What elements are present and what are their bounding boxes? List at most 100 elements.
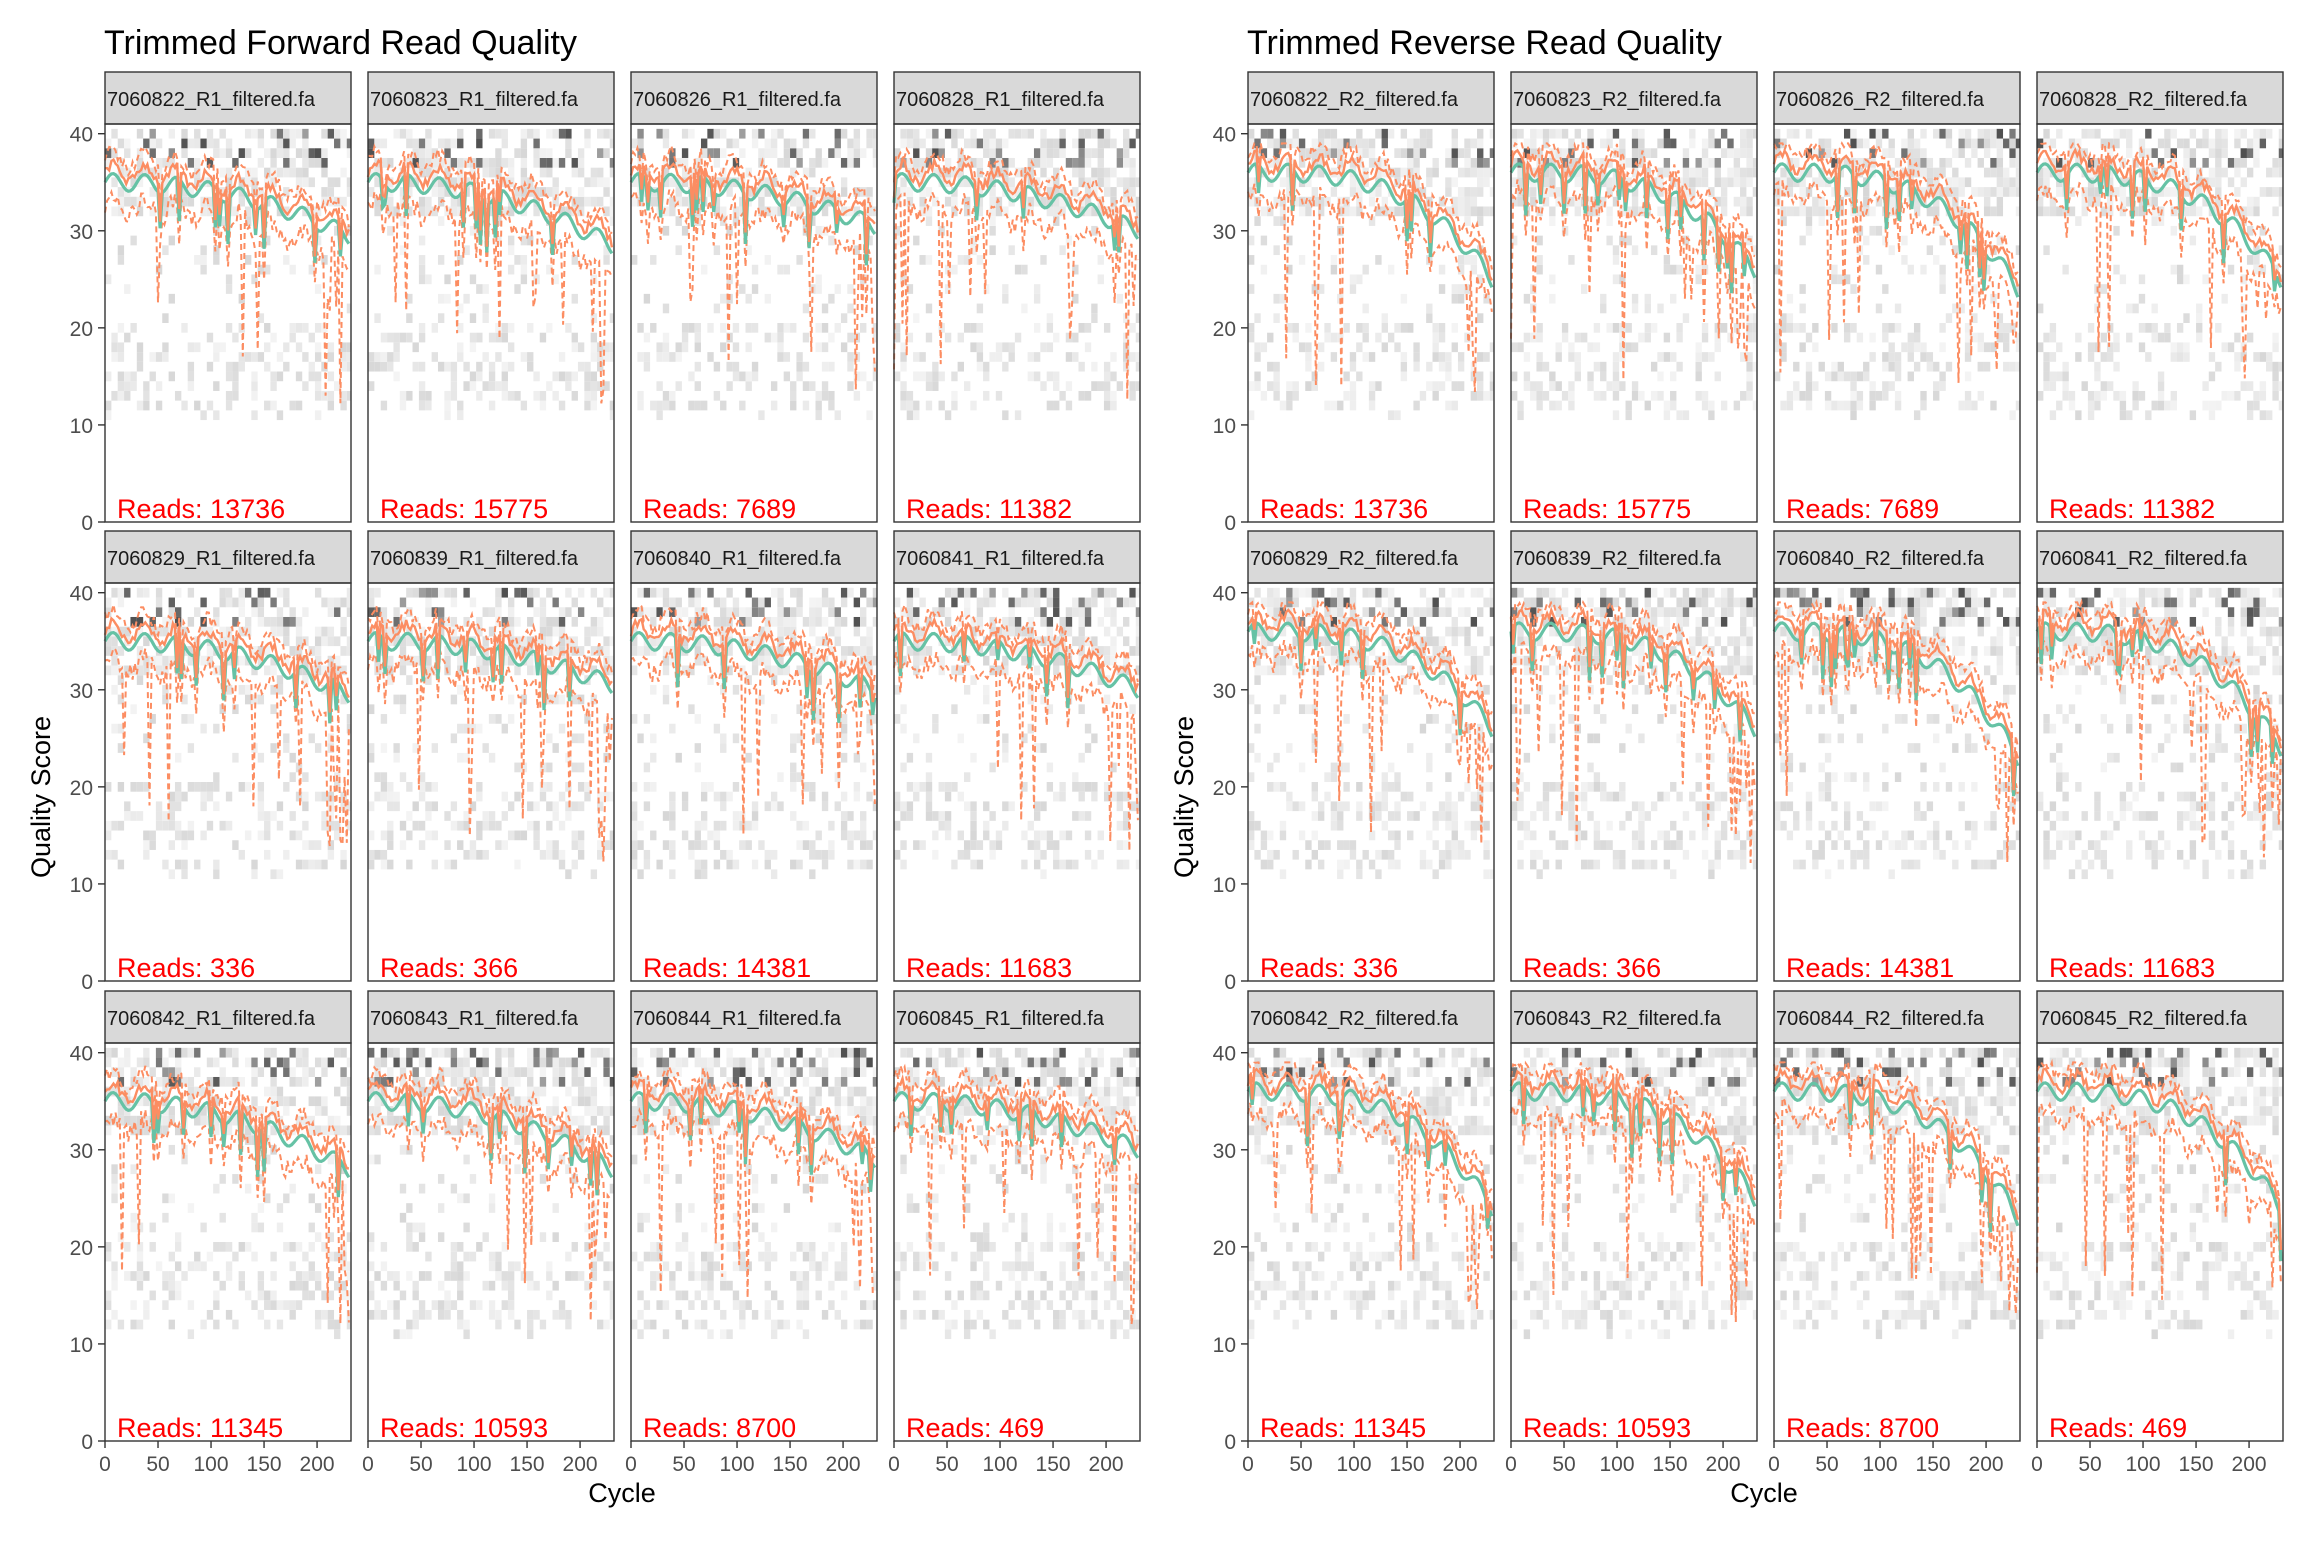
- heatmap-tile: [597, 598, 603, 608]
- heatmap-tile: [631, 801, 637, 811]
- heatmap-tile: [1053, 666, 1059, 676]
- heatmap-tile: [1079, 1087, 1085, 1097]
- heatmap-tile: [1059, 1067, 1065, 1077]
- heatmap-tile: [1009, 1077, 1015, 1087]
- heatmap-tile: [777, 158, 783, 168]
- heatmap-tile: [1407, 158, 1413, 168]
- heatmap-tile: [226, 139, 232, 149]
- heatmap-tile: [970, 129, 976, 139]
- heatmap-tile: [796, 607, 802, 617]
- heatmap-tile: [584, 362, 590, 372]
- heatmap-tile: [1293, 381, 1299, 391]
- heatmap-tile: [143, 391, 149, 401]
- heatmap-tile: [926, 782, 932, 792]
- heatmap-tile: [803, 1252, 809, 1262]
- heatmap-tile: [156, 401, 162, 411]
- heatmap-tile: [726, 792, 732, 802]
- heatmap-tile: [1072, 1281, 1078, 1291]
- heatmap-tile: [290, 617, 296, 627]
- heatmap-tile: [277, 168, 283, 178]
- heatmap-tile: [688, 1271, 694, 1281]
- heatmap-tile: [105, 1320, 111, 1330]
- heatmap-tile: [406, 1242, 412, 1252]
- heatmap-tile: [124, 1058, 130, 1068]
- heatmap-tile: [777, 342, 783, 352]
- heatmap-tile: [854, 1067, 860, 1077]
- heatmap-tile: [514, 148, 520, 158]
- y-tick-label: 10: [70, 415, 93, 438]
- heatmap-tile: [169, 1193, 175, 1203]
- heatmap-tile: [1047, 617, 1053, 627]
- heatmap-tile: [1110, 1291, 1116, 1301]
- heatmap-tile: [315, 1164, 321, 1174]
- heatmap-tile: [1464, 158, 1470, 168]
- heatmap-tile: [1433, 381, 1439, 391]
- reads-count-label: Reads: 7689: [643, 494, 796, 524]
- heatmap-tile: [720, 1271, 726, 1281]
- heatmap-tile: [476, 158, 482, 168]
- heatmap-tile: [983, 695, 989, 705]
- heatmap-tile: [951, 782, 957, 792]
- heatmap-tile: [1464, 207, 1470, 217]
- heatmap-tile: [207, 646, 213, 656]
- heatmap-tile: [847, 811, 853, 821]
- heatmap-tile: [1098, 588, 1104, 598]
- heatmap-tile: [1047, 627, 1053, 637]
- heatmap-tile: [932, 1058, 938, 1068]
- heatmap-tile: [1129, 381, 1135, 391]
- heatmap-tile: [1079, 1058, 1085, 1068]
- heatmap-tile: [1053, 850, 1059, 860]
- heatmap-tile: [1286, 401, 1292, 411]
- heatmap-tile: [637, 1261, 643, 1271]
- heatmap-tile: [111, 850, 117, 860]
- heatmap-tile: [118, 372, 124, 382]
- heatmap-tile: [527, 1077, 533, 1087]
- heatmap-tile: [983, 129, 989, 139]
- heatmap-tile: [913, 313, 919, 323]
- heatmap-tile: [1110, 646, 1116, 656]
- heatmap-tile: [489, 1252, 495, 1262]
- heatmap-tile: [302, 168, 308, 178]
- heatmap-tile: [777, 627, 783, 637]
- heatmap-tile: [425, 139, 431, 149]
- heatmap-tile: [1524, 372, 1530, 382]
- heatmap-tile: [790, 401, 796, 411]
- heatmap-tile: [841, 158, 847, 168]
- heatmap-tile: [200, 782, 206, 792]
- heatmap-tile: [321, 1310, 327, 1320]
- heatmap-tile: [907, 811, 913, 821]
- heatmap-tile: [663, 342, 669, 352]
- heatmap-tile: [688, 840, 694, 850]
- heatmap-tile: [841, 177, 847, 187]
- heatmap-tile: [695, 1271, 701, 1281]
- heatmap-tile: [489, 1281, 495, 1291]
- heatmap-tile: [714, 617, 720, 627]
- heatmap-tile: [1382, 129, 1388, 139]
- heatmap-tile: [996, 1281, 1002, 1291]
- heatmap-tile: [194, 401, 200, 411]
- heatmap-tile: [695, 401, 701, 411]
- heatmap-tile: [907, 1203, 913, 1213]
- heatmap-tile: [977, 840, 983, 850]
- heatmap-tile: [816, 323, 822, 333]
- heatmap-tile: [977, 1058, 983, 1068]
- heatmap-tile: [591, 627, 597, 637]
- heatmap-tile: [1085, 1145, 1091, 1155]
- heatmap-tile: [977, 1048, 983, 1058]
- heatmap-tile: [771, 617, 777, 627]
- heatmap-tile: [406, 831, 412, 841]
- heatmap-tile: [816, 598, 822, 608]
- heatmap-tile: [603, 1077, 609, 1087]
- heatmap-tile: [1123, 1281, 1129, 1291]
- heatmap-tile: [476, 792, 482, 802]
- heatmap-tile: [970, 588, 976, 598]
- heatmap-tile: [584, 177, 590, 187]
- heatmap-tile: [463, 1252, 469, 1262]
- heatmap-tile: [1248, 333, 1254, 343]
- heatmap-tile: [1394, 410, 1400, 420]
- heatmap-tile: [438, 1174, 444, 1184]
- heatmap-tile: [502, 792, 508, 802]
- heatmap-tile: [816, 607, 822, 617]
- heatmap-tile: [983, 831, 989, 841]
- heatmap-tile: [444, 274, 450, 284]
